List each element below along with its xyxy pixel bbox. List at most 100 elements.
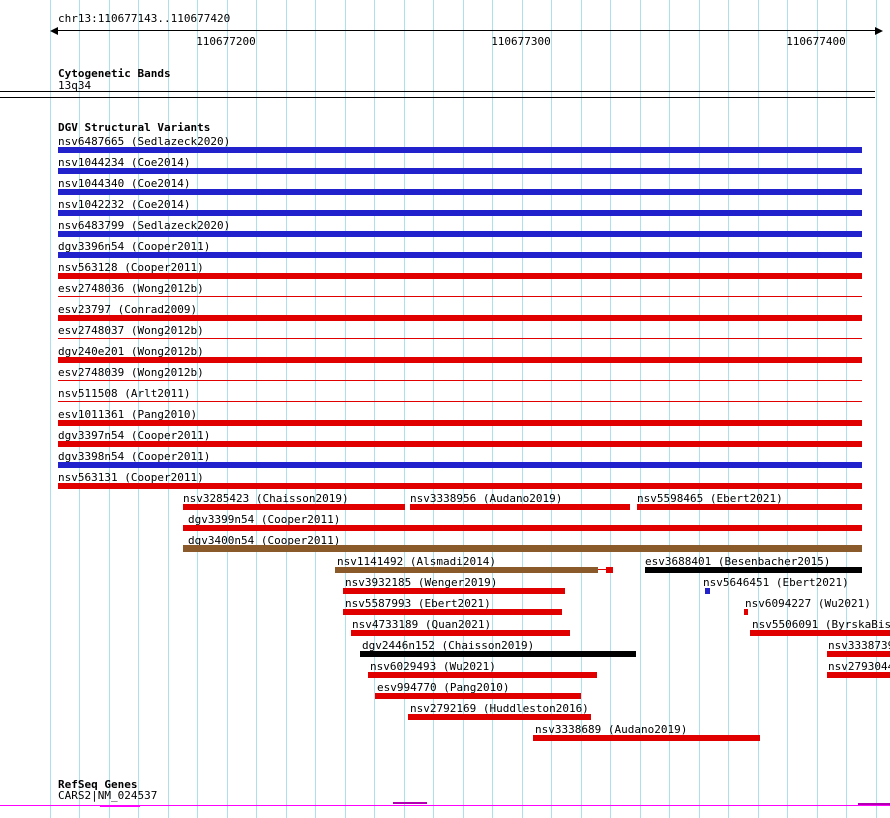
- variant-label[interactable]: esv994770 (Pang2010): [377, 681, 510, 694]
- variant-bar[interactable]: [335, 567, 598, 573]
- variant-label[interactable]: dgv2446n152 (Chaisson2019): [362, 639, 535, 652]
- variant-label[interactable]: nsv1044234 (Coe2014): [58, 156, 191, 169]
- variant-label[interactable]: nsv5587993 (Ebert2021): [345, 597, 491, 610]
- variant-label[interactable]: dgv3399n54 (Cooper2011): [188, 513, 341, 526]
- variant-label[interactable]: nsv4733189 (Quan2021): [352, 618, 492, 631]
- variant-bar[interactable]: [598, 569, 606, 570]
- variant-label[interactable]: nsv6483799 (Sedlazeck2020): [58, 219, 231, 232]
- variant-bar[interactable]: [58, 462, 862, 468]
- gridline: [610, 0, 611, 818]
- gridline: [492, 0, 493, 818]
- variant-bar[interactable]: [705, 588, 710, 594]
- variant-label[interactable]: nsv3338956 (Audano2019): [410, 492, 563, 505]
- variant-label[interactable]: nsv511508 (Arlt2011): [58, 387, 191, 400]
- variant-bar[interactable]: [375, 693, 581, 699]
- variant-label[interactable]: nsv3285423 (Chaisson2019): [183, 492, 349, 505]
- variant-label[interactable]: nsv3932185 (Wenger2019): [345, 576, 498, 589]
- gene-line-segment[interactable]: [393, 802, 427, 804]
- gridline: [167, 0, 169, 818]
- gridline: [108, 0, 110, 818]
- variant-bar[interactable]: [408, 714, 591, 720]
- variant-bar[interactable]: [343, 588, 565, 594]
- variant-label[interactable]: nsv2792169 (Huddleston2016): [410, 702, 589, 715]
- variant-label[interactable]: esv2748037 (Wong2012b): [58, 324, 204, 337]
- variant-bar[interactable]: [58, 357, 862, 363]
- variant-bar[interactable]: [750, 630, 890, 636]
- variant-bar[interactable]: [343, 609, 562, 615]
- gridline: [79, 0, 80, 818]
- variant-bar[interactable]: [533, 735, 760, 741]
- variant-label[interactable]: esv2748039 (Wong2012b): [58, 366, 204, 379]
- variant-label[interactable]: esv2748036 (Wong2012b): [58, 282, 204, 295]
- variant-bar[interactable]: [58, 483, 862, 489]
- variant-bar[interactable]: [606, 567, 613, 573]
- variant-label[interactable]: nsv563128 (Cooper2011): [58, 261, 204, 274]
- variant-bar[interactable]: [351, 630, 570, 636]
- variant-label[interactable]: nsv1044340 (Coe2014): [58, 177, 191, 190]
- ruler-arrow-right-icon: [875, 27, 883, 35]
- variant-bar[interactable]: [58, 401, 862, 402]
- variant-label[interactable]: dgv3400n54 (Cooper2011): [188, 534, 341, 547]
- variant-bar[interactable]: [827, 651, 890, 657]
- variant-bar[interactable]: [58, 338, 862, 339]
- variant-bar[interactable]: [58, 189, 862, 195]
- variant-bar[interactable]: [58, 168, 862, 174]
- variant-label[interactable]: dgv3396n54 (Cooper2011): [58, 240, 211, 253]
- variant-bar[interactable]: [58, 210, 862, 216]
- refseq-gene-label[interactable]: CARS2|NM_024537: [58, 789, 158, 802]
- variant-bar[interactable]: [637, 504, 862, 510]
- variant-bar[interactable]: [58, 147, 862, 153]
- variant-bar[interactable]: [58, 296, 862, 297]
- variant-bar[interactable]: [360, 651, 636, 657]
- gene-line-segment[interactable]: [858, 803, 890, 805]
- variant-bar[interactable]: [645, 567, 862, 573]
- variant-label[interactable]: dgv3398n54 (Cooper2011): [58, 450, 211, 463]
- variant-label[interactable]: nsv5598465 (Ebert2021): [637, 492, 783, 505]
- gridline: [197, 0, 198, 818]
- variant-bar[interactable]: [368, 672, 597, 678]
- variant-bar[interactable]: [183, 525, 862, 531]
- variant-bar[interactable]: [58, 420, 862, 426]
- variant-label[interactable]: esv3688401 (Besenbacher2015): [645, 555, 831, 568]
- variant-label[interactable]: nsv563131 (Cooper2011): [58, 471, 204, 484]
- ruler-tick-label: 110677300: [491, 35, 551, 48]
- gene-line-segment[interactable]: [0, 805, 890, 806]
- variant-label[interactable]: nsv1042232 (Coe2014): [58, 198, 191, 211]
- variant-bar[interactable]: [183, 504, 405, 510]
- variant-label[interactable]: nsv5646451 (Ebert2021): [703, 576, 849, 589]
- variant-label[interactable]: nsv6094227 (Wu2021): [745, 597, 871, 610]
- ruler-arrow-left-icon: [50, 27, 58, 35]
- dgv-variants-title: DGV Structural Variants: [58, 121, 211, 134]
- variant-bar[interactable]: [58, 273, 862, 279]
- variant-label[interactable]: nsv3338739: [828, 639, 890, 652]
- gridline: [639, 0, 641, 818]
- variant-bar[interactable]: [58, 441, 862, 447]
- region-label: chr13:110677143..110677420: [58, 12, 231, 25]
- variant-label[interactable]: nsv6487665 (Sedlazeck2020): [58, 135, 231, 148]
- variant-bar[interactable]: [183, 545, 862, 552]
- variant-bar[interactable]: [58, 315, 862, 321]
- variant-bar[interactable]: [58, 380, 862, 381]
- gene-line-segment[interactable]: [100, 806, 140, 807]
- variant-label[interactable]: nsv2793044: [828, 660, 890, 673]
- gridline: [698, 0, 700, 818]
- gridline: [462, 0, 464, 818]
- gridline: [285, 0, 287, 818]
- variant-label[interactable]: nsv6029493 (Wu2021): [370, 660, 496, 673]
- variant-bar[interactable]: [744, 609, 748, 615]
- variant-label[interactable]: nsv5506091 (ByrskaBisho: [752, 618, 890, 631]
- variant-bar[interactable]: [410, 504, 630, 510]
- variant-label[interactable]: esv1011361 (Pang2010): [58, 408, 198, 421]
- variant-bar[interactable]: [58, 252, 862, 258]
- variant-label[interactable]: nsv1141492 (Alsmadi2014): [337, 555, 496, 568]
- variant-bar[interactable]: [58, 231, 862, 237]
- ruler-line: [58, 30, 875, 31]
- variant-label[interactable]: dgv3397n54 (Cooper2011): [58, 429, 211, 442]
- ruler-tick-label: 110677400: [786, 35, 846, 48]
- variant-label[interactable]: nsv3338689 (Audano2019): [535, 723, 688, 736]
- variant-bar[interactable]: [827, 672, 890, 678]
- variant-label[interactable]: esv23797 (Conrad2009): [58, 303, 198, 316]
- cytoband-bar[interactable]: [0, 91, 875, 98]
- gridline: [138, 0, 139, 818]
- variant-label[interactable]: dgv240e201 (Wong2012b): [58, 345, 204, 358]
